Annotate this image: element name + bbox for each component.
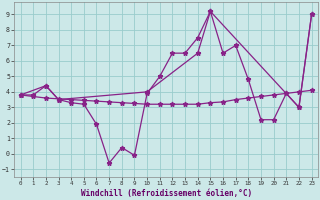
X-axis label: Windchill (Refroidissement éolien,°C): Windchill (Refroidissement éolien,°C) <box>81 189 252 198</box>
